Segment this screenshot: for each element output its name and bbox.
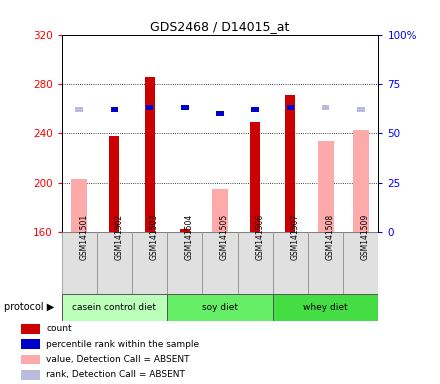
Text: soy diet: soy diet — [202, 303, 238, 312]
Bar — [146, 105, 154, 111]
Bar — [273, 294, 378, 321]
Bar — [180, 228, 190, 232]
Text: GSM141503: GSM141503 — [150, 214, 158, 260]
Text: GSM141506: GSM141506 — [255, 214, 264, 260]
Bar — [251, 107, 259, 113]
Bar — [202, 232, 238, 294]
Text: count: count — [46, 324, 72, 333]
Text: whey diet: whey diet — [303, 303, 348, 312]
Bar — [343, 232, 378, 294]
Bar — [22, 324, 40, 334]
Bar — [22, 370, 40, 380]
Bar — [181, 105, 189, 111]
Bar — [22, 339, 40, 349]
Bar — [286, 95, 295, 232]
Text: GSM141507: GSM141507 — [290, 214, 299, 260]
Text: GSM141508: GSM141508 — [326, 214, 334, 260]
Bar — [110, 136, 119, 232]
Bar — [97, 232, 132, 294]
Text: GSM141504: GSM141504 — [185, 214, 194, 260]
Bar — [22, 354, 40, 364]
Text: value, Detection Call = ABSENT: value, Detection Call = ABSENT — [46, 355, 190, 364]
Bar — [238, 232, 273, 294]
Bar — [250, 122, 260, 232]
Bar — [132, 232, 167, 294]
Text: casein control diet: casein control diet — [73, 303, 156, 312]
Bar — [110, 107, 118, 113]
Text: protocol ▶: protocol ▶ — [4, 302, 55, 312]
Bar — [318, 141, 334, 232]
Bar — [322, 105, 330, 111]
Text: GSM141505: GSM141505 — [220, 214, 229, 260]
Bar — [212, 189, 228, 232]
Bar — [71, 179, 87, 232]
Text: percentile rank within the sample: percentile rank within the sample — [46, 339, 199, 349]
Bar — [167, 232, 202, 294]
Bar — [62, 232, 97, 294]
Bar — [216, 111, 224, 116]
Text: GSM141502: GSM141502 — [114, 214, 123, 260]
Text: GSM141509: GSM141509 — [361, 214, 370, 260]
Bar — [145, 76, 154, 232]
Bar — [62, 294, 167, 321]
Text: rank, Detection Call = ABSENT: rank, Detection Call = ABSENT — [46, 370, 185, 379]
Bar — [167, 294, 273, 321]
Bar — [273, 232, 308, 294]
Bar — [75, 107, 83, 113]
Bar — [353, 130, 369, 232]
Bar — [308, 232, 343, 294]
Title: GDS2468 / D14015_at: GDS2468 / D14015_at — [150, 20, 290, 33]
Text: GSM141501: GSM141501 — [79, 214, 88, 260]
Bar — [286, 105, 294, 111]
Bar — [357, 107, 365, 113]
